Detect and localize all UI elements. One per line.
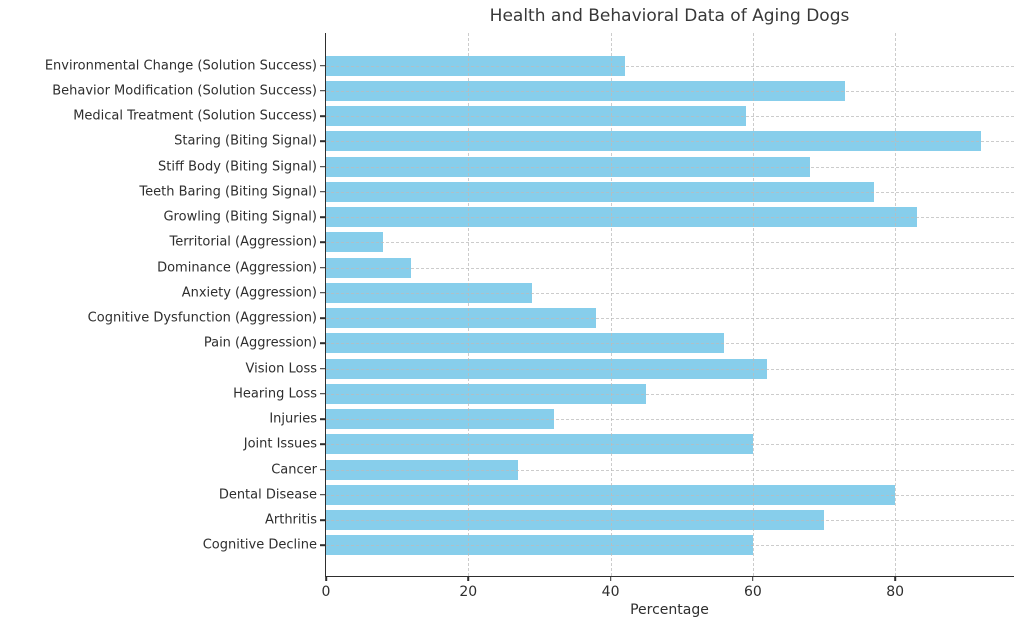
y-tick-mark: [320, 418, 325, 420]
x-tick-label: 80: [886, 584, 905, 600]
y-tick-mark: [320, 544, 325, 547]
x-tick-mark: [325, 576, 327, 581]
y-tick-label: Cognitive Decline: [202, 537, 317, 553]
y-tick-label: Medical Treatment (Solution Success): [73, 108, 317, 124]
y-tick-mark: [320, 115, 325, 117]
chart-row: Staring (Biting Signal): [174, 129, 1014, 154]
y-tick-mark: [320, 266, 325, 269]
vertical-gridline: [468, 33, 470, 576]
horizontal-gridline: [326, 141, 1014, 143]
y-tick-label: Behavior Modification (Solution Success): [52, 83, 317, 99]
y-tick-label: Vision Loss: [245, 361, 317, 377]
y-tick-mark: [320, 393, 325, 395]
chart-row: Behavior Modification (Solution Success): [52, 78, 1014, 103]
y-tick-mark: [320, 443, 325, 446]
chart-row: Dominance (Aggression): [157, 255, 1014, 280]
horizontal-gridline: [326, 368, 1014, 370]
y-tick-label: Pain (Aggression): [203, 335, 317, 351]
y-tick-label: Cognitive Dysfunction (Aggression): [87, 310, 317, 326]
y-tick-mark: [320, 468, 325, 471]
chart-row: Dental Disease: [219, 482, 1014, 507]
y-tick-label: Teeth Baring (Biting Signal): [139, 184, 317, 200]
horizontal-gridline: [326, 318, 1014, 320]
y-tick-label: Dental Disease: [218, 487, 317, 503]
x-tick-mark: [752, 576, 754, 581]
horizontal-gridline: [326, 520, 1014, 522]
y-tick-label: Stiff Body (Biting Signal): [158, 159, 317, 175]
y-tick-label: Injuries: [269, 411, 317, 427]
y-tick-mark: [320, 342, 325, 345]
chart-row: Stiff Body (Biting Signal): [158, 154, 1014, 179]
y-tick-mark: [320, 494, 325, 496]
x-tick-mark: [609, 576, 612, 581]
y-tick-label: Hearing Loss: [233, 386, 317, 402]
chart-row: Vision Loss: [246, 356, 1014, 381]
y-tick-mark: [320, 90, 325, 92]
horizontal-gridline: [326, 419, 1014, 421]
chart-row: Medical Treatment (Solution Success): [73, 104, 1014, 129]
chart-row: Cognitive Dysfunction (Aggression): [88, 306, 1014, 331]
horizontal-gridline: [326, 116, 1014, 118]
x-tick-label: 40: [601, 584, 620, 600]
chart-row: Joint Issues: [244, 432, 1014, 457]
y-tick-mark: [320, 140, 325, 143]
chart-row: Teeth Baring (Biting Signal): [139, 179, 1014, 204]
chart-row: Territorial (Aggression): [170, 230, 1014, 255]
y-tick-label: Arthritis: [264, 512, 317, 528]
horizontal-gridline: [326, 242, 1014, 244]
x-tick-mark: [894, 576, 896, 581]
x-tick-label: 60: [743, 584, 762, 600]
y-tick-label: Environmental Change (Solution Success): [44, 58, 317, 74]
horizontal-gridline: [326, 494, 1014, 496]
y-tick-label: Growling (Biting Signal): [163, 209, 317, 225]
horizontal-gridline: [326, 343, 1014, 345]
vertical-gridline: [752, 33, 754, 576]
x-tick-label: 20: [459, 584, 478, 600]
y-tick-mark: [320, 292, 325, 294]
bar-rows-container: Environmental Change (Solution Success) B…: [45, 33, 1014, 576]
horizontal-gridline: [326, 191, 1014, 193]
vertical-gridline: [610, 33, 612, 576]
horizontal-gridline: [326, 65, 1014, 67]
y-tick-mark: [320, 165, 325, 168]
chart-row: Environmental Change (Solution Success): [45, 53, 1014, 78]
plot-area: Environmental Change (Solution Success) B…: [45, 33, 1014, 600]
horizontal-gridline: [326, 292, 1014, 294]
y-tick-label: Staring (Biting Signal): [174, 133, 317, 149]
chart-row: Cognitive Decline: [203, 533, 1014, 558]
y-tick-mark: [320, 317, 325, 319]
horizontal-gridline: [326, 469, 1014, 471]
chart-row: Cancer: [271, 457, 1014, 482]
y-tick-mark: [320, 216, 325, 218]
chart-row: Anxiety (Aggression): [182, 280, 1014, 305]
x-tick-label: 0: [321, 584, 331, 600]
y-tick-mark: [320, 191, 325, 193]
chart-row: Growling (Biting Signal): [163, 205, 1014, 230]
horizontal-gridline: [326, 90, 1014, 92]
y-tick-mark: [320, 367, 325, 370]
y-tick-mark: [320, 64, 325, 67]
x-tick-mark: [467, 576, 470, 581]
horizontal-gridline: [326, 166, 1014, 168]
y-tick-label: Dominance (Aggression): [157, 260, 317, 276]
x-axis-label: Percentage: [630, 602, 709, 618]
chart-row: Pain (Aggression): [204, 331, 1014, 356]
y-tick-mark: [320, 241, 325, 244]
horizontal-gridline: [326, 393, 1014, 395]
vertical-gridline: [895, 33, 897, 576]
horizontal-gridline: [326, 444, 1014, 446]
horizontal-gridline: [326, 217, 1014, 219]
chart-row: Arthritis: [265, 508, 1014, 533]
y-tick-mark: [320, 519, 325, 521]
y-tick-label: Territorial (Aggression): [169, 234, 317, 250]
y-tick-label: Cancer: [271, 462, 317, 478]
y-tick-label: Anxiety (Aggression): [181, 285, 317, 301]
chart-title: Health and Behavioral Data of Aging Dogs: [489, 6, 850, 26]
horizontal-gridline: [326, 545, 1014, 547]
chart-row: Hearing Loss: [233, 381, 1014, 406]
y-tick-label: Joint Issues: [243, 436, 317, 452]
horizontal-gridline: [326, 267, 1014, 269]
chart-row: Injuries: [269, 407, 1014, 432]
